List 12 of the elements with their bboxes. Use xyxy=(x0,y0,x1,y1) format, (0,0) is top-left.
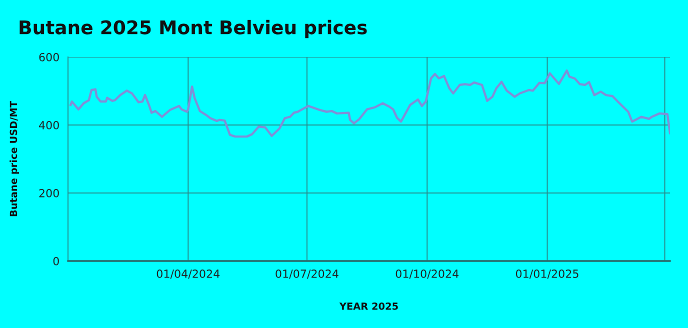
x-tick-label: 01/01/2025 xyxy=(516,270,578,279)
y-tick-label: 600 xyxy=(39,52,59,62)
y-axis-title: Butane price USD/MT xyxy=(10,101,20,216)
chart-title: Butane 2025 Mont Belvieu prices xyxy=(20,20,367,38)
x-tick-label: 01/07/2024 xyxy=(276,270,338,279)
x-axis-title: YEAR 2025 xyxy=(339,302,398,310)
line-series xyxy=(70,69,670,138)
x-tick-label: 01/10/2024 xyxy=(396,270,459,279)
x-tick-label: 01/04/2024 xyxy=(156,270,220,279)
y-tick-label: 0 xyxy=(53,256,59,266)
y-tick-label: 200 xyxy=(39,188,59,198)
y-tick-label: 400 xyxy=(39,120,59,130)
